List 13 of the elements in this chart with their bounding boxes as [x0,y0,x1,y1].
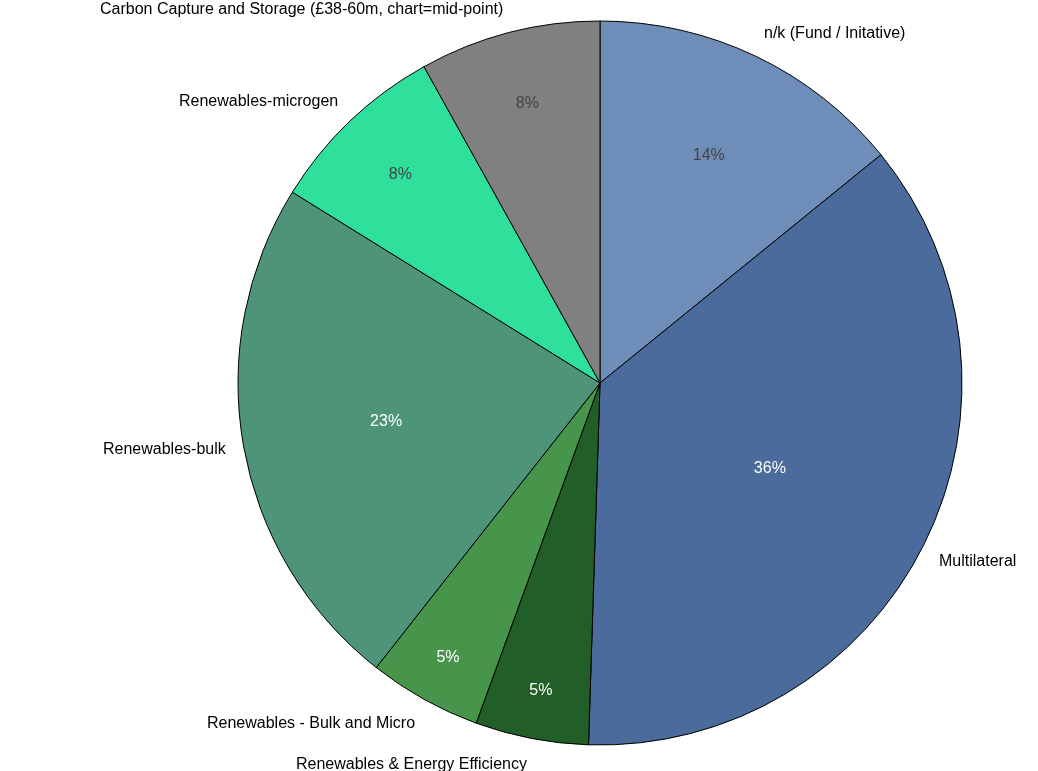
data-label: 8% [388,165,412,183]
slice-label: Renewables - Bulk and Micro [207,714,416,731]
slice-label: Renewables-bulk [103,440,227,457]
slice-label: Multilateral [939,552,1017,569]
data-label: 5% [436,647,460,665]
slice-label: n/k (Fund / Initative) [764,24,906,41]
data-label: 8% [515,94,539,112]
slice-label: Renewables-microgen [179,92,339,109]
slice-label: Carbon Capture and Storage (£38-60m, chart=mid-point) [100,0,504,17]
data-label: 23% [370,412,403,430]
data-label: 14% [692,145,725,163]
data-label: 36% [753,458,786,476]
data-label: 5% [529,681,553,699]
